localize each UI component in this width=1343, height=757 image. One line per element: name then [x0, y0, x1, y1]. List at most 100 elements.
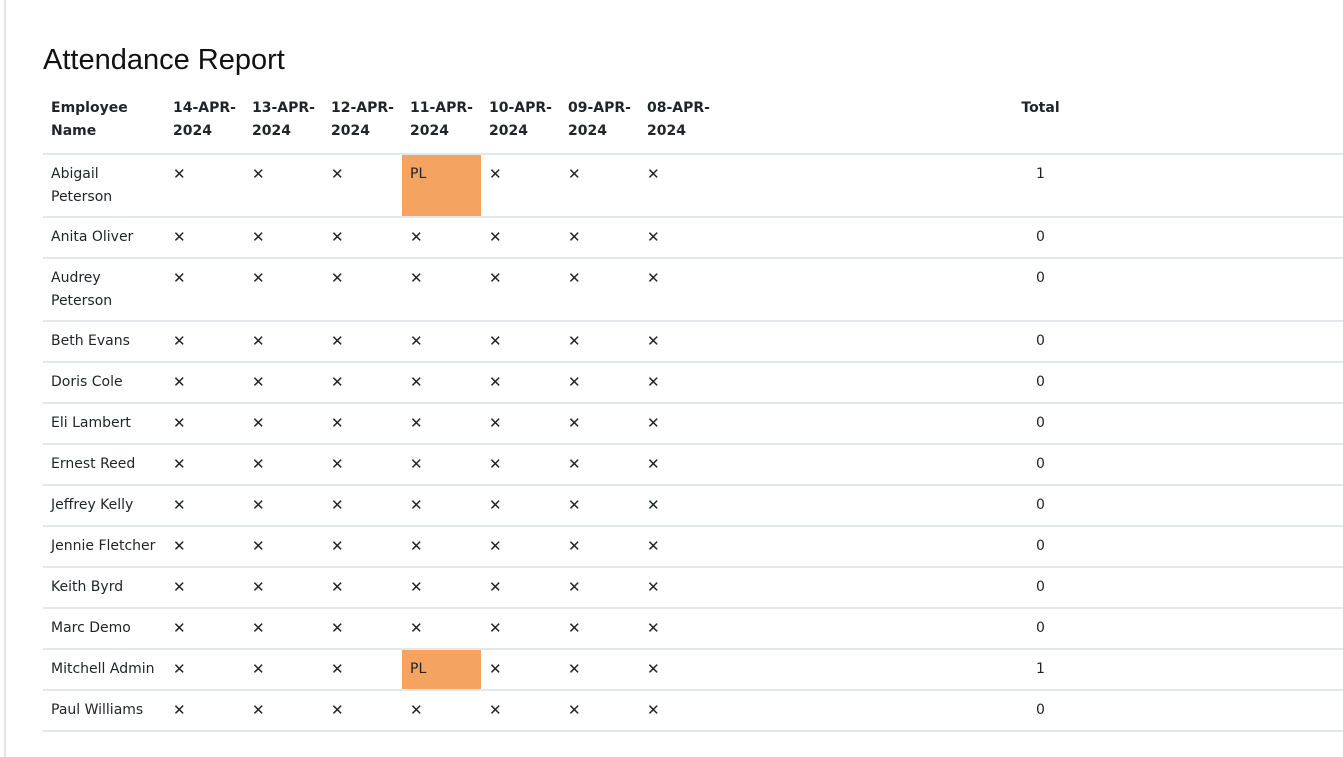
absent-cell[interactable]: ✕	[244, 153, 323, 217]
absent-cell[interactable]: ✕	[402, 216, 481, 258]
absent-cell[interactable]: ✕	[402, 402, 481, 444]
absent-cell[interactable]: ✕	[165, 566, 244, 608]
leave-cell[interactable]: PL	[402, 153, 481, 217]
absent-cell[interactable]: ✕	[402, 443, 481, 485]
absent-cell[interactable]: ✕	[481, 689, 560, 732]
absent-cell[interactable]: ✕	[244, 689, 323, 732]
absent-cell[interactable]: ✕	[639, 689, 718, 732]
header-employee-name[interactable]: Employee Name	[51, 100, 128, 139]
absent-cell[interactable]: ✕	[639, 216, 718, 258]
leave-cell[interactable]: PL	[402, 648, 481, 690]
absent-cell[interactable]: ✕	[323, 153, 402, 217]
absent-cell[interactable]: ✕	[244, 607, 323, 649]
absent-cell[interactable]: ✕	[323, 443, 402, 485]
employee-name[interactable]: Jeffrey Kelly	[43, 484, 165, 526]
employee-name[interactable]: Anita Oliver	[43, 216, 165, 258]
absent-cell[interactable]: ✕	[165, 320, 244, 362]
absent-cell[interactable]: ✕	[481, 153, 560, 217]
absent-cell[interactable]: ✕	[639, 484, 718, 526]
absent-cell[interactable]: ✕	[165, 607, 244, 649]
absent-cell[interactable]: ✕	[402, 257, 481, 321]
absent-cell[interactable]: ✕	[402, 566, 481, 608]
employee-name[interactable]: Eli Lambert	[43, 402, 165, 444]
absent-cell[interactable]: ✕	[639, 607, 718, 649]
absent-cell[interactable]: ✕	[560, 443, 639, 485]
employee-name[interactable]: Paul Williams	[43, 689, 165, 732]
absent-cell[interactable]: ✕	[323, 361, 402, 403]
absent-cell[interactable]: ✕	[560, 257, 639, 321]
absent-cell[interactable]: ✕	[560, 320, 639, 362]
absent-cell[interactable]: ✕	[560, 216, 639, 258]
employee-name[interactable]: Keith Byrd	[43, 566, 165, 608]
employee-name[interactable]: Beth Evans	[43, 320, 165, 362]
absent-cell[interactable]: ✕	[323, 525, 402, 567]
absent-cell[interactable]: ✕	[639, 566, 718, 608]
absent-cell[interactable]: ✕	[244, 257, 323, 321]
employee-name[interactable]: Ernest Reed	[43, 443, 165, 485]
absent-cell[interactable]: ✕	[244, 484, 323, 526]
absent-cell[interactable]: ✕	[639, 525, 718, 567]
absent-cell[interactable]: ✕	[165, 525, 244, 567]
header-date[interactable]: 13-APR-2024	[252, 100, 315, 139]
absent-cell[interactable]: ✕	[323, 648, 402, 690]
absent-cell[interactable]: ✕	[165, 153, 244, 217]
absent-cell[interactable]: ✕	[244, 648, 323, 690]
absent-cell[interactable]: ✕	[560, 153, 639, 217]
absent-cell[interactable]: ✕	[402, 689, 481, 732]
header-date[interactable]: 10-APR-2024	[489, 100, 552, 139]
absent-cell[interactable]: ✕	[323, 402, 402, 444]
absent-cell[interactable]: ✕	[323, 566, 402, 608]
employee-name[interactable]: Mitchell Admin	[43, 648, 165, 690]
absent-cell[interactable]: ✕	[165, 361, 244, 403]
header-date[interactable]: 08-APR-2024	[647, 100, 710, 139]
absent-cell[interactable]: ✕	[165, 484, 244, 526]
absent-cell[interactable]: ✕	[560, 689, 639, 732]
absent-cell[interactable]: ✕	[639, 402, 718, 444]
header-date[interactable]: 12-APR-2024	[331, 100, 394, 139]
absent-cell[interactable]: ✕	[639, 361, 718, 403]
employee-name[interactable]: Marc Demo	[43, 607, 165, 649]
absent-cell[interactable]: ✕	[481, 525, 560, 567]
absent-cell[interactable]: ✕	[402, 525, 481, 567]
absent-cell[interactable]: ✕	[323, 216, 402, 258]
absent-cell[interactable]: ✕	[165, 443, 244, 485]
absent-cell[interactable]: ✕	[244, 402, 323, 444]
absent-cell[interactable]: ✕	[560, 525, 639, 567]
absent-cell[interactable]: ✕	[560, 361, 639, 403]
absent-cell[interactable]: ✕	[323, 607, 402, 649]
absent-cell[interactable]: ✕	[639, 648, 718, 690]
employee-name[interactable]: Abigail Peterson	[43, 153, 165, 217]
absent-cell[interactable]: ✕	[560, 648, 639, 690]
absent-cell[interactable]: ✕	[165, 216, 244, 258]
absent-cell[interactable]: ✕	[165, 689, 244, 732]
employee-name[interactable]: Doris Cole	[43, 361, 165, 403]
absent-cell[interactable]: ✕	[481, 566, 560, 608]
absent-cell[interactable]: ✕	[165, 402, 244, 444]
header-total[interactable]: Total	[1021, 100, 1060, 116]
absent-cell[interactable]: ✕	[244, 566, 323, 608]
absent-cell[interactable]: ✕	[323, 257, 402, 321]
absent-cell[interactable]: ✕	[244, 361, 323, 403]
absent-cell[interactable]: ✕	[481, 216, 560, 258]
absent-cell[interactable]: ✕	[165, 257, 244, 321]
employee-name[interactable]: Jennie Fletcher	[43, 525, 165, 567]
absent-cell[interactable]: ✕	[481, 648, 560, 690]
absent-cell[interactable]: ✕	[481, 607, 560, 649]
absent-cell[interactable]: ✕	[639, 153, 718, 217]
absent-cell[interactable]: ✕	[481, 484, 560, 526]
absent-cell[interactable]: ✕	[244, 443, 323, 485]
absent-cell[interactable]: ✕	[481, 361, 560, 403]
header-date[interactable]: 14-APR-2024	[173, 100, 236, 139]
absent-cell[interactable]: ✕	[244, 525, 323, 567]
absent-cell[interactable]: ✕	[323, 320, 402, 362]
absent-cell[interactable]: ✕	[402, 361, 481, 403]
absent-cell[interactable]: ✕	[402, 607, 481, 649]
absent-cell[interactable]: ✕	[481, 257, 560, 321]
absent-cell[interactable]: ✕	[402, 320, 481, 362]
absent-cell[interactable]: ✕	[481, 443, 560, 485]
absent-cell[interactable]: ✕	[402, 484, 481, 526]
employee-name[interactable]: Audrey Peterson	[43, 257, 165, 321]
absent-cell[interactable]: ✕	[244, 216, 323, 258]
absent-cell[interactable]: ✕	[639, 320, 718, 362]
absent-cell[interactable]: ✕	[481, 402, 560, 444]
